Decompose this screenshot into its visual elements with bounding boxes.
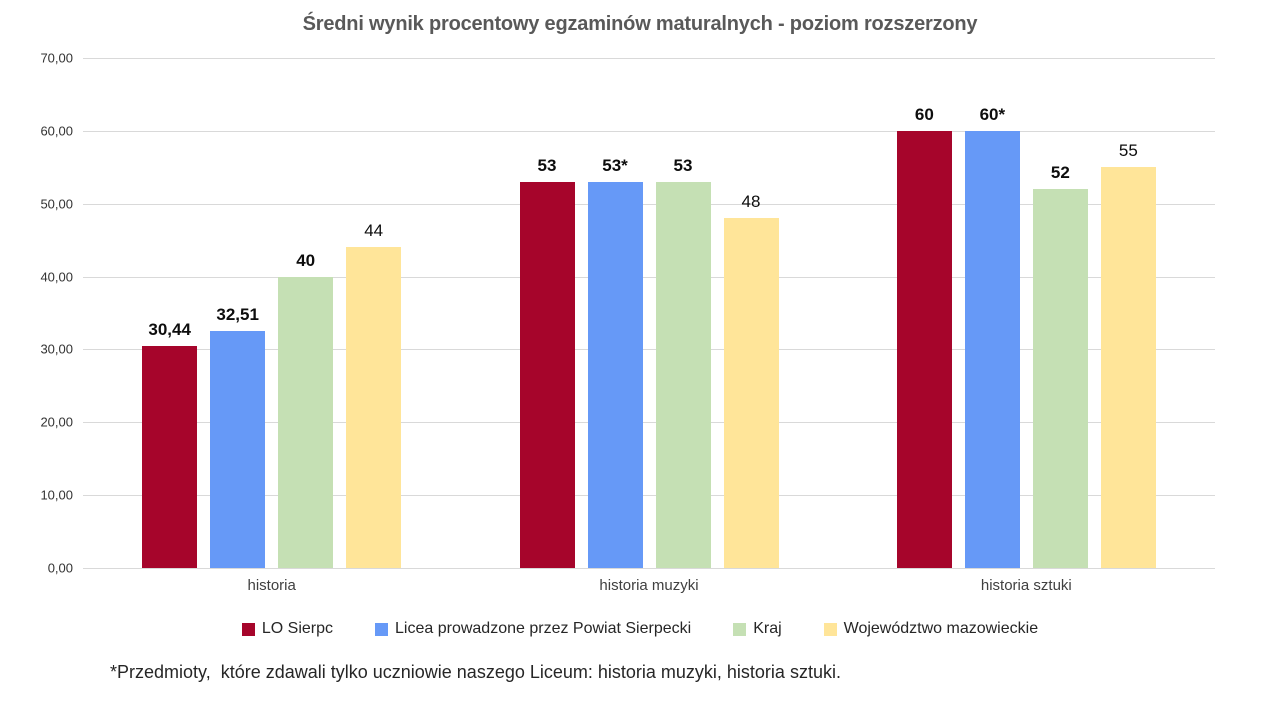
- category-label: historia: [247, 577, 296, 594]
- legend-item: Województwo mazowieckie: [823, 620, 1039, 638]
- bar-value-label: 32,51: [216, 305, 259, 325]
- bar-value-label: 53: [537, 155, 557, 175]
- gridline: [83, 495, 1215, 497]
- bar: [964, 130, 1020, 568]
- gridline: [83, 130, 1215, 132]
- gridline: [83, 276, 1215, 278]
- bar-value-label: 40: [296, 250, 316, 270]
- bar-value-label: 60: [914, 104, 934, 124]
- bar-value-label: 53: [673, 155, 693, 175]
- bar: [1032, 189, 1088, 568]
- y-tick-label: 30,00: [40, 341, 73, 357]
- plot-area: 30,44 32,51 40 44 53 53* 53 48 60 60* 52 55: [83, 58, 1215, 569]
- y-tick-label: 20,00: [40, 414, 73, 430]
- legend-item: LO Sierpc: [241, 620, 334, 638]
- legend-swatch: [733, 622, 747, 636]
- gridline: [83, 568, 1215, 569]
- bar: [587, 181, 643, 568]
- legend-label: Kraj: [753, 620, 782, 637]
- y-tick-label: 50,00: [40, 196, 73, 212]
- bar-value-label: 55: [1118, 141, 1138, 161]
- bar-value-label: 48: [741, 192, 761, 212]
- legend-label: LO Sierpc: [261, 620, 334, 637]
- bar: [723, 218, 779, 568]
- bar: [655, 181, 711, 568]
- bar-value-label: 53*: [602, 155, 628, 175]
- x-axis: historia historia muzyki historia sztuki: [83, 577, 1215, 599]
- y-tick-label: 10,00: [40, 487, 73, 503]
- bar-value-label: 60*: [979, 104, 1006, 124]
- category-label: historia muzyki: [599, 577, 699, 594]
- legend-item: Licea prowadzone przez Powiat Sierpecki: [375, 620, 691, 638]
- bar-value-label: 52: [1050, 163, 1070, 183]
- bar-value-label: 30,44: [148, 320, 191, 340]
- y-tick-label: 70,00: [40, 50, 73, 66]
- y-axis: 0,00 10,00 20,00 30,00 40,00 50,00 60,00 70,00: [0, 51, 75, 576]
- gridline: [83, 349, 1215, 351]
- bar: [346, 247, 402, 568]
- bar: [142, 346, 198, 568]
- legend-item: Kraj: [733, 620, 782, 638]
- legend-swatch: [375, 622, 389, 636]
- y-tick-label: 0,00: [47, 560, 73, 576]
- bar: [1100, 167, 1156, 568]
- bar: [519, 181, 575, 568]
- bar: [278, 276, 334, 568]
- bar-value-label: 44: [364, 221, 384, 241]
- bar: [210, 331, 266, 568]
- category-label: historia sztuki: [980, 577, 1072, 594]
- y-tick-label: 40,00: [40, 269, 73, 285]
- gridline: [83, 203, 1215, 205]
- chart-title: Średni wynik procentowy egzaminów matura…: [302, 13, 978, 35]
- legend-swatch: [823, 622, 837, 636]
- y-tick-label: 60,00: [40, 123, 73, 139]
- legend-label: Województwo mazowieckie: [843, 620, 1039, 637]
- bar: [896, 130, 952, 568]
- footnote: *Przedmioty, które zdawali tylko uczniow…: [110, 662, 841, 682]
- gridline: [83, 58, 1215, 59]
- gridline: [83, 422, 1215, 424]
- legend-swatch: [241, 622, 255, 636]
- legend: LO Sierpc Licea prowadzone przez Powiat S…: [0, 620, 1280, 638]
- legend-label: Licea prowadzone przez Powiat Sierpecki: [395, 620, 692, 637]
